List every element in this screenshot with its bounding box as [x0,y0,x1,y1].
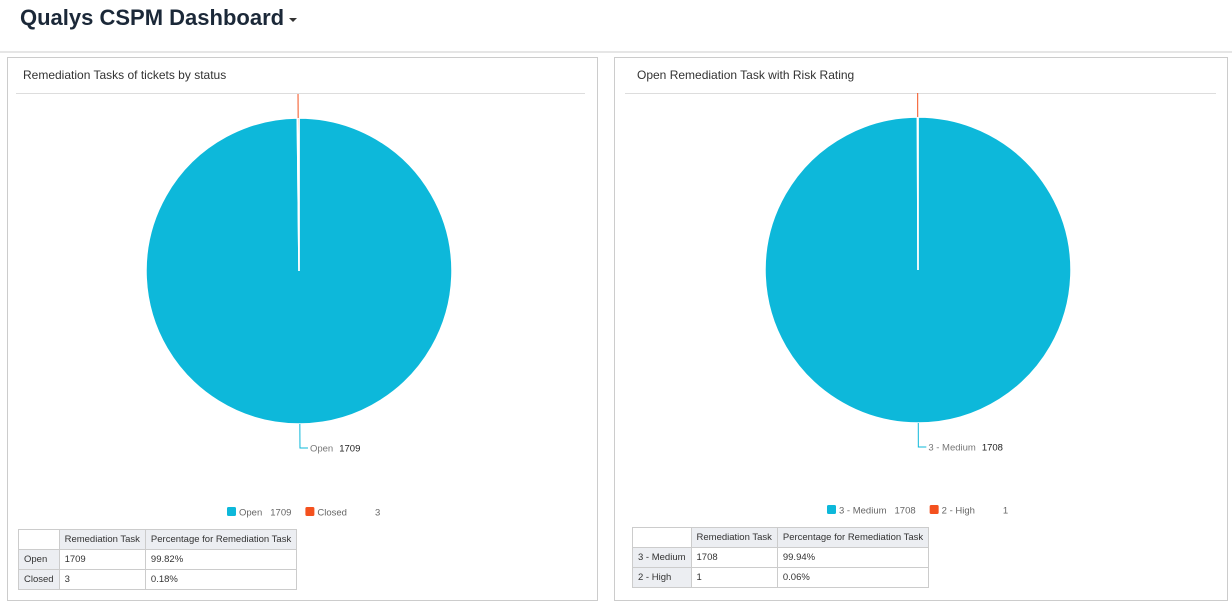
callout-line [299,423,308,449]
table-row: Closed 3 0.18% [18,569,298,590]
table-cell: 3 [58,569,146,590]
table-cell [18,529,60,550]
legend-value: 1708 [895,506,916,517]
pie-slice [916,116,919,271]
legend-label: Closed [317,508,347,519]
table-cell [632,527,692,548]
table-cell: 2 - High [632,567,692,588]
data-table: Remediation Task Percentage for Remediati… [632,527,930,588]
legend-swatch [827,505,836,514]
callout-value: 1709 [339,444,360,455]
table-cell: 3 - Medium [632,547,692,568]
chart-title: Remediation Tasks of tickets by status [23,68,226,82]
callout-value: 1708 [982,443,1003,454]
callout-line [917,422,927,448]
table-cell: 99.94% [776,547,930,568]
legend-value: 1 [1003,506,1008,517]
legend-value: 1709 [270,508,291,519]
panel [7,57,598,601]
table-row: 2 - High 1 0.06% [632,567,930,588]
table-cell: Remediation Task [58,529,146,550]
legend-label: Open [239,508,262,519]
table-cell: 0.18% [144,569,298,590]
table-row: Open 1709 99.82% [18,549,298,570]
table-cell: 1709 [58,549,146,570]
legend-label: 2 - High [942,506,975,517]
table-cell: Open [18,549,60,570]
table-cell: 0.06% [776,567,930,588]
legend-swatch [227,507,236,516]
table-cell: 99.82% [144,549,298,570]
callout-label: 3 - Medium [928,443,976,454]
table-cell: Percentage for Remediation Task [776,527,930,548]
table-row: 3 - Medium 1708 99.94% [632,547,930,568]
table-cell: Remediation Task [690,527,778,548]
legend-value: 3 [375,508,380,519]
callout-label: Open [310,444,333,455]
table-cell: Percentage for Remediation Task [144,529,298,550]
dashboard-title: Qualys CSPM Dashboard [20,5,284,30]
table-cell: Closed [18,569,60,590]
dropdown-arrow[interactable] [289,18,297,22]
panel [614,57,1228,601]
table-header: Remediation Task Percentage for Remediati… [18,529,298,550]
chart-title: Open Remediation Task with Risk Rating [637,68,854,82]
table-cell: 1708 [690,547,778,568]
table-cell: 1 [690,567,778,588]
legend-swatch [305,507,315,516]
legend-label: 3 - Medium [839,506,887,517]
data-table: Remediation Task Percentage for Remediati… [18,529,298,590]
table-header: Remediation Task Percentage for Remediati… [632,527,930,548]
legend-swatch [929,505,939,514]
